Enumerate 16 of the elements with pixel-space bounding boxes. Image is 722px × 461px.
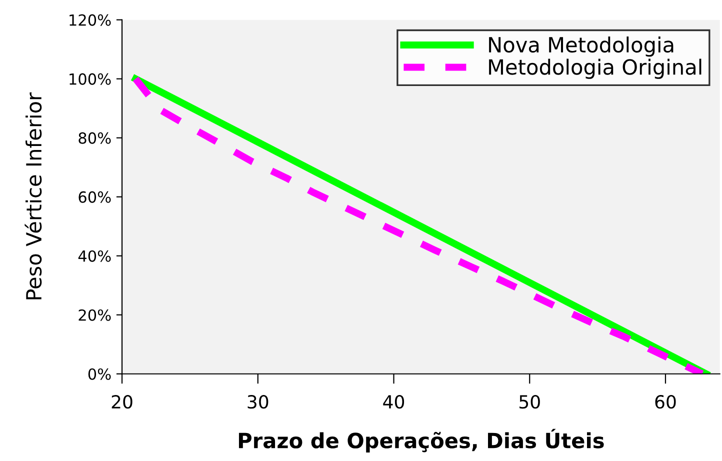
x-tick-label: 40 (383, 395, 404, 409)
x-tick-label: 20 (112, 395, 132, 409)
y-tick-label: 20% (78, 309, 111, 321)
legend-label: Metodologia Original (489, 58, 702, 79)
y-tick-label: 40% (78, 250, 111, 262)
y-tick-label: 60% (78, 191, 111, 203)
y-tick-label: 80% (78, 132, 111, 144)
y-axis-title: Peso Vértice Inferior (24, 92, 42, 300)
y-tick-label: 0% (88, 368, 111, 380)
y-tick-label: 120% (70, 14, 111, 26)
legend-label: Nova Metodologia (489, 36, 674, 57)
y-tick-label: 100% (70, 73, 111, 85)
x-tick-label: 50 (520, 395, 540, 409)
x-tick-label: 60 (655, 395, 676, 409)
x-tick-label: 30 (248, 395, 268, 409)
x-axis-title: Prazo de Operações, Dias Úteis (238, 428, 604, 452)
